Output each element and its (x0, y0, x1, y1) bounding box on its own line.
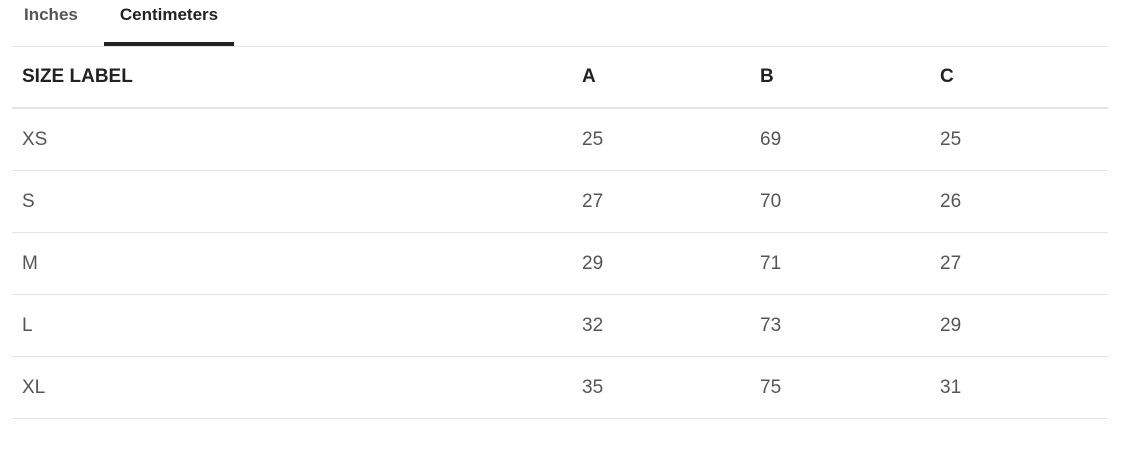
table-row: S 27 70 26 (12, 170, 1108, 233)
c-cell: 31 (930, 356, 1108, 419)
table-row: L 32 73 29 (12, 294, 1108, 357)
c-cell: 25 (930, 108, 1108, 171)
table-row: XL 35 75 31 (12, 356, 1108, 419)
size-cell: S (12, 170, 572, 233)
size-cell: XS (12, 108, 572, 171)
header-a: A (572, 47, 750, 109)
a-cell: 32 (572, 294, 750, 357)
size-cell: L (12, 294, 572, 357)
header-size-label: SIZE LABEL (12, 47, 572, 109)
header-b: B (750, 47, 930, 109)
b-cell: 70 (750, 170, 930, 233)
header-c: C (930, 47, 1108, 109)
table-row: M 29 71 27 (12, 232, 1108, 295)
a-cell: 25 (572, 108, 750, 171)
unit-tabs: Inches Centimeters (12, 0, 1108, 47)
table-header-row: SIZE LABEL A B C (12, 47, 1108, 109)
size-cell: M (12, 232, 572, 295)
tab-centimeters[interactable]: Centimeters (104, 5, 234, 46)
c-cell: 29 (930, 294, 1108, 357)
b-cell: 75 (750, 356, 930, 419)
table-row: XS 25 69 25 (12, 108, 1108, 171)
size-chart-table: SIZE LABEL A B C XS 25 69 25 S 27 70 26 M 29 71 27 L… (12, 47, 1108, 419)
b-cell: 71 (750, 232, 930, 295)
b-cell: 73 (750, 294, 930, 357)
a-cell: 29 (572, 232, 750, 295)
size-cell: XL (12, 356, 572, 419)
c-cell: 27 (930, 232, 1108, 295)
tab-inches[interactable]: Inches (24, 5, 78, 24)
a-cell: 35 (572, 356, 750, 419)
a-cell: 27 (572, 170, 750, 233)
c-cell: 26 (930, 170, 1108, 233)
b-cell: 69 (750, 108, 930, 171)
